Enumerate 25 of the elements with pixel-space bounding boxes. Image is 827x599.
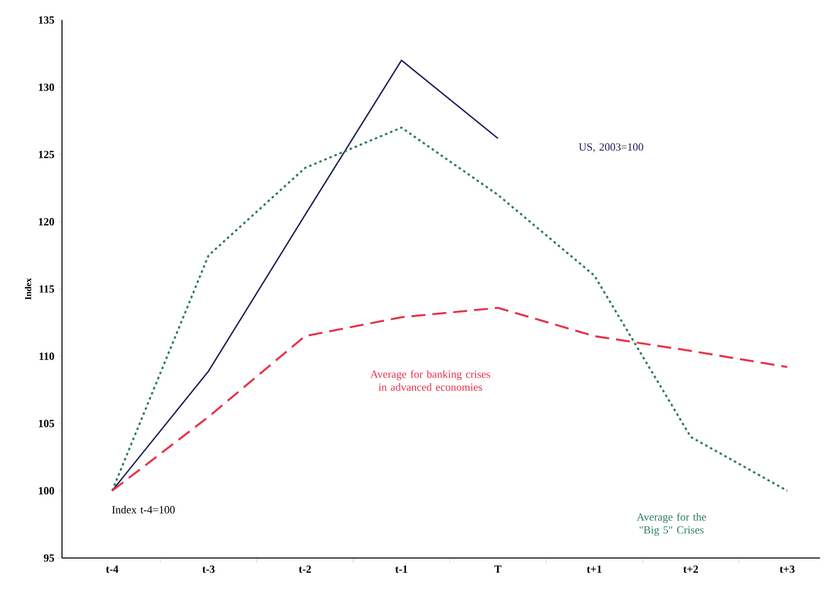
line-series (111, 60, 499, 492)
x-tick-label: t+3 (780, 566, 795, 573)
annotation: Index t-4=100 (112, 506, 175, 514)
y-tick-label: 95 (44, 554, 54, 562)
y-tick-label: 135 (38, 16, 54, 24)
x-tick-label: T (494, 566, 502, 573)
line-series (111, 126, 788, 492)
x-tick-label: t+2 (683, 566, 698, 573)
x-tick-label: t-4 (106, 566, 118, 573)
x-tick-label: t+1 (586, 566, 602, 573)
y-tick-label: 100 (38, 487, 54, 494)
x-tick-label: t-3 (202, 566, 215, 573)
y-tick-label: 110 (40, 352, 54, 360)
y-tick-label: 120 (38, 218, 54, 226)
annotation: Average for banking crises in advanced economies (370, 370, 490, 391)
y-tick-label: 115 (40, 285, 54, 293)
y-axis-title: Index (24, 278, 32, 300)
y-tick-label: 125 (38, 150, 54, 158)
y-tick-label: 105 (38, 420, 54, 428)
y-tick-label: 130 (38, 84, 54, 91)
line-series (111, 306, 788, 492)
annotation: US, 2003=100 (578, 143, 644, 152)
x-tick-label: t-1 (395, 566, 408, 573)
x-tick-label: t-2 (298, 566, 311, 573)
annotation: Average for the "Big 5" Crises (636, 512, 706, 536)
